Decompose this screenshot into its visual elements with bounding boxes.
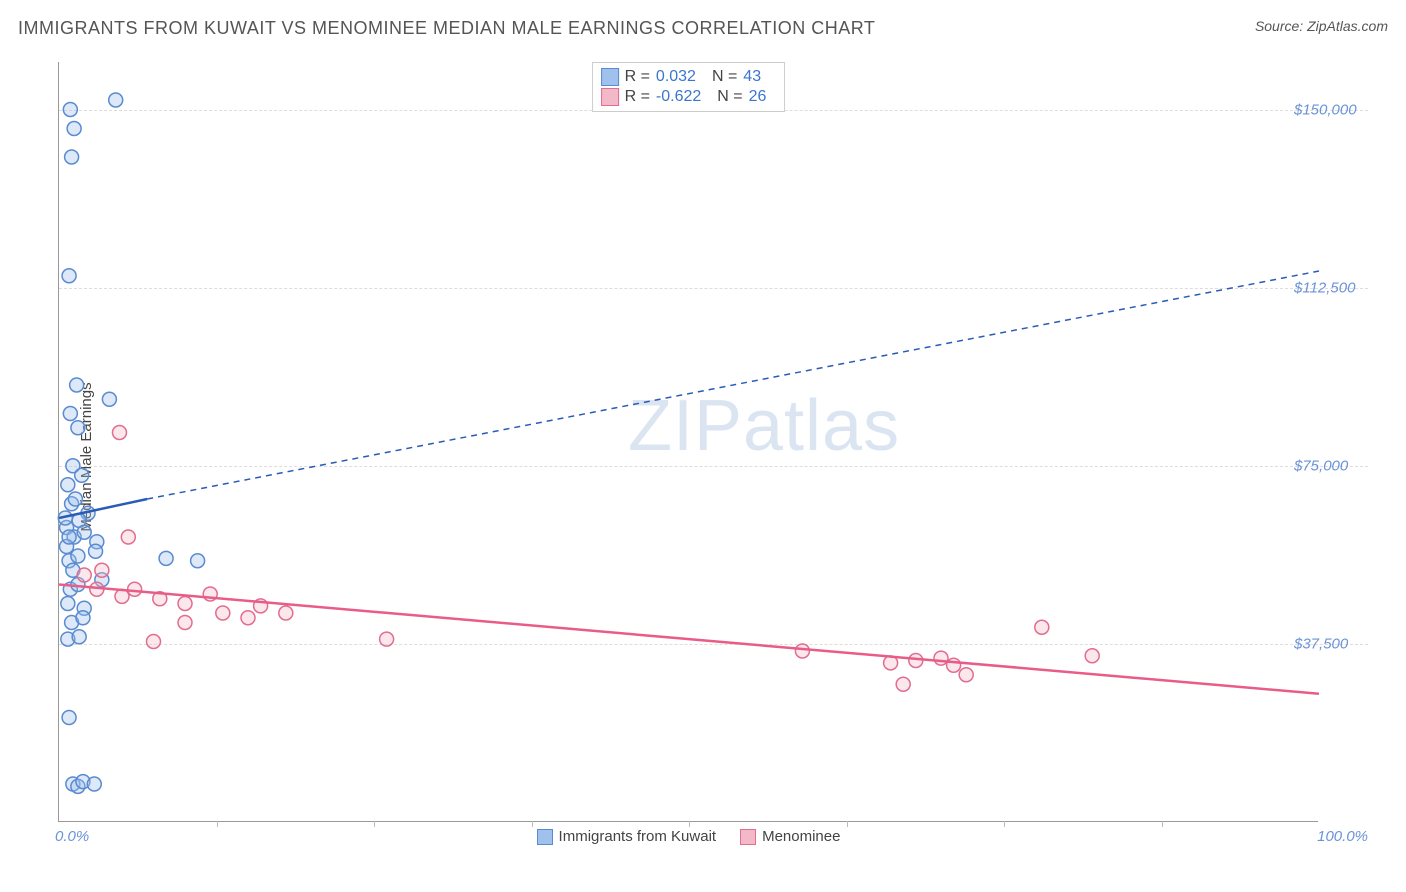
scatter-point [147,635,161,649]
scatter-point [63,407,77,421]
scatter-point [216,606,230,620]
scatter-point [61,597,75,611]
scatter-point [947,658,961,672]
scatter-point [65,150,79,164]
stats-row-kuwait: R = 0.032 N = 43 [601,67,777,87]
scatter-point [95,563,109,577]
n-value-kuwait: 43 [743,68,761,86]
chart-header: IMMIGRANTS FROM KUWAIT VS MENOMINEE MEDI… [18,18,1388,39]
r-value-menominee: -0.622 [656,88,701,106]
scatter-point [159,551,173,565]
scatter-point [128,582,142,596]
trend-line [59,585,1319,694]
scatter-point [102,392,116,406]
scatter-point [61,478,75,492]
x-tick [532,821,533,827]
x-tick [1162,821,1163,827]
scatter-point [795,644,809,658]
scatter-point [62,711,76,725]
x-axis-max-label: 100.0% [1317,828,1368,845]
chart-box: ZIPatlas R = 0.032 N = 43 R = -0.622 N =… [58,62,1318,822]
scatter-point [71,549,85,563]
scatter-point [959,668,973,682]
scatter-point [70,378,84,392]
scatter-point [77,525,91,539]
swatch-menominee [601,88,619,106]
trend-line [147,271,1319,499]
x-tick [1004,821,1005,827]
scatter-point [76,611,90,625]
scatter-point [71,421,85,435]
legend-label-kuwait: Immigrants from Kuwait [559,828,717,845]
scatter-point [109,93,123,107]
scatter-point [72,630,86,644]
scatter-point [380,632,394,646]
scatter-point [62,269,76,283]
r-label: R = [625,68,650,86]
scatter-point [68,492,82,506]
scatter-point [112,426,126,440]
scatter-point [63,103,77,117]
scatter-point [67,122,81,136]
scatter-plot-svg [59,62,1318,821]
legend-swatch-kuwait [537,829,553,845]
n-value-menominee: 26 [749,88,767,106]
scatter-point [87,777,101,791]
n-label: N = [712,68,737,86]
scatter-point [77,568,91,582]
swatch-kuwait [601,68,619,86]
x-tick [689,821,690,827]
legend-item-kuwait: Immigrants from Kuwait [537,828,717,845]
scatter-point [896,677,910,691]
r-value-kuwait: 0.032 [656,68,696,86]
stats-row-menominee: R = -0.622 N = 26 [601,87,777,107]
x-tick [217,821,218,827]
n-label: N = [717,88,742,106]
scatter-point [1085,649,1099,663]
scatter-point [89,544,103,558]
stats-legend-box: R = 0.032 N = 43 R = -0.622 N = 26 [592,62,786,112]
scatter-point [178,597,192,611]
r-label: R = [625,88,650,106]
chart-title: IMMIGRANTS FROM KUWAIT VS MENOMINEE MEDI… [18,18,875,39]
scatter-point [909,654,923,668]
scatter-point [191,554,205,568]
x-tick [374,821,375,827]
scatter-point [62,530,76,544]
scatter-point [279,606,293,620]
plot-area: Median Male Earnings ZIPatlas R = 0.032 … [48,62,1368,852]
scatter-point [121,530,135,544]
scatter-point [241,611,255,625]
legend-item-menominee: Menominee [740,828,840,845]
scatter-point [75,468,89,482]
scatter-point [934,651,948,665]
scatter-point [178,616,192,630]
bottom-legend: Immigrants from Kuwait Menominee [59,828,1318,845]
x-tick [847,821,848,827]
scatter-point [1035,620,1049,634]
source-label: Source: ZipAtlas.com [1255,18,1388,34]
legend-label-menominee: Menominee [762,828,840,845]
legend-swatch-menominee [740,829,756,845]
